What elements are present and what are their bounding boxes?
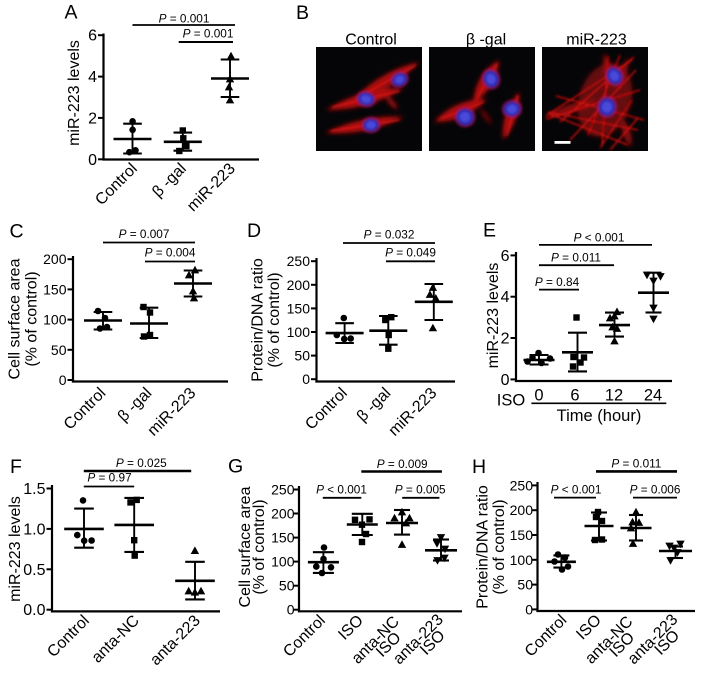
svg-text:24: 24 <box>644 387 662 405</box>
svg-text:0: 0 <box>302 371 310 387</box>
svg-text:P = 0.007: P = 0.007 <box>119 227 170 241</box>
svg-text:E: E <box>483 220 496 242</box>
svg-text:miR-223 levels: miR-223 levels <box>485 263 502 369</box>
svg-text:P = 0.004: P = 0.004 <box>145 246 196 260</box>
svg-text:6: 6 <box>570 387 579 405</box>
svg-text:100: 100 <box>271 554 295 570</box>
svg-text:150: 150 <box>510 527 534 543</box>
svg-text:P = 0.032: P = 0.032 <box>364 228 415 242</box>
svg-text:β -gal: β -gal <box>466 32 506 49</box>
svg-text:B: B <box>296 2 309 24</box>
svg-text:200: 200 <box>287 277 311 293</box>
svg-text:(% of control): (% of control) <box>266 272 283 367</box>
svg-text:50: 50 <box>517 577 533 593</box>
svg-text:0: 0 <box>88 152 97 169</box>
svg-text:0: 0 <box>287 602 295 618</box>
svg-text:P = 0.006: P = 0.006 <box>630 483 681 497</box>
svg-text:P = 0.97: P = 0.97 <box>87 471 131 485</box>
svg-text:(% of control): (% of control) <box>491 499 508 594</box>
svg-text:50: 50 <box>51 342 67 358</box>
svg-text:(% of control): (% of control) <box>24 271 41 366</box>
svg-text:C: C <box>10 221 24 243</box>
svg-text:A: A <box>65 2 78 24</box>
svg-text:miR-223: miR-223 <box>566 32 627 49</box>
svg-text:G: G <box>228 456 243 478</box>
svg-text:100: 100 <box>287 324 311 340</box>
svg-text:0: 0 <box>501 372 510 389</box>
svg-text:P = 0.001: P = 0.001 <box>183 27 234 41</box>
svg-text:P = 0.009: P = 0.009 <box>377 457 428 471</box>
svg-text:H: H <box>472 456 486 478</box>
svg-text:P = 0.049: P = 0.049 <box>385 246 436 260</box>
svg-text:0: 0 <box>525 601 533 617</box>
svg-text:P = 0.025: P = 0.025 <box>116 456 167 470</box>
svg-text:100: 100 <box>43 312 67 328</box>
svg-text:4: 4 <box>88 69 97 86</box>
svg-text:(% of control): (% of control) <box>251 499 268 594</box>
svg-text:0.0: 0.0 <box>23 602 45 619</box>
svg-text:Protein/DNA ratio: Protein/DNA ratio <box>474 485 491 609</box>
svg-text:Time (hour): Time (hour) <box>557 407 642 425</box>
svg-text:P = 0.005: P = 0.005 <box>395 483 446 497</box>
svg-text:D: D <box>247 220 261 242</box>
svg-text:150: 150 <box>271 530 295 546</box>
svg-text:P < 0.001: P < 0.001 <box>574 230 625 244</box>
svg-text:0.5: 0.5 <box>23 562 45 579</box>
svg-text:200: 200 <box>271 506 295 522</box>
svg-text:250: 250 <box>271 482 295 498</box>
svg-text:0: 0 <box>59 372 67 388</box>
svg-text:miR-223 levels: miR-223 levels <box>66 40 83 146</box>
svg-text:Protein/DNA ratio: Protein/DNA ratio <box>249 258 266 382</box>
svg-text:Cell surface area: Cell surface area <box>237 486 254 607</box>
svg-text:0: 0 <box>534 387 543 405</box>
svg-text:200: 200 <box>43 251 67 267</box>
svg-text:P = 0.011: P = 0.011 <box>551 251 601 265</box>
svg-text:50: 50 <box>279 578 295 594</box>
svg-text:1.0: 1.0 <box>23 521 45 538</box>
svg-text:2: 2 <box>501 331 510 348</box>
svg-text:Cell surface area: Cell surface area <box>7 258 24 379</box>
svg-text:F: F <box>10 456 22 478</box>
svg-text:100: 100 <box>510 552 534 568</box>
svg-text:P < 0.001: P < 0.001 <box>551 483 602 497</box>
svg-text:ISO: ISO <box>497 392 526 410</box>
svg-text:50: 50 <box>294 348 310 364</box>
svg-text:6: 6 <box>88 28 97 45</box>
svg-text:6: 6 <box>501 248 510 265</box>
svg-text:250: 250 <box>287 253 311 269</box>
svg-text:1.5: 1.5 <box>23 481 45 498</box>
svg-text:150: 150 <box>43 281 67 297</box>
svg-text:Control: Control <box>345 32 397 49</box>
svg-text:P = 0.84: P = 0.84 <box>535 275 580 289</box>
svg-text:200: 200 <box>510 502 534 518</box>
svg-text:P < 0.001: P < 0.001 <box>316 483 367 497</box>
svg-text:4: 4 <box>501 289 510 306</box>
svg-text:P = 0.001: P = 0.001 <box>159 11 210 25</box>
svg-text:P = 0.011: P = 0.011 <box>611 456 661 470</box>
svg-text:150: 150 <box>287 300 311 316</box>
svg-text:250: 250 <box>510 477 534 493</box>
svg-text:2: 2 <box>88 110 97 127</box>
svg-text:miR-223 levels: miR-223 levels <box>7 496 24 602</box>
svg-text:12: 12 <box>605 387 623 405</box>
